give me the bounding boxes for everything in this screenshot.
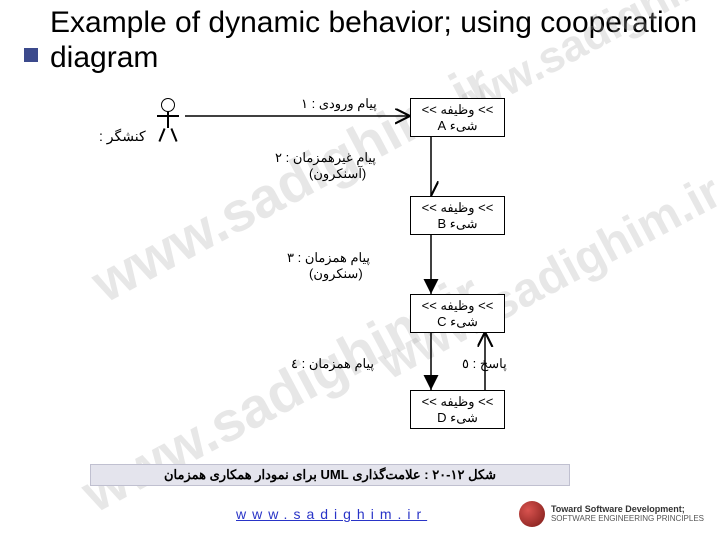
object-name: شیء B xyxy=(415,216,500,232)
slide-footer: www.sadighim.ir Toward Software Developm… xyxy=(0,502,720,526)
msg-label-3: پیام همزمان : ۳ xyxy=(287,250,370,266)
msg-label-3b: (سنکرون) xyxy=(309,266,363,282)
object-box-c: >> وظیفه >> شیء C xyxy=(410,294,505,333)
stereotype: >> وظیفه >> xyxy=(415,102,500,118)
msg-label-1: پیام ورودی : ۱ xyxy=(301,96,377,112)
msg-label-4: پیام همزمان : ٤ xyxy=(291,356,374,372)
figure-caption: شکل ۱۲-۲۰ : علامت‌گذاری UML برای نمودار … xyxy=(90,464,570,486)
footer-logo: Toward Software Development; SOFTWARE EN… xyxy=(519,501,704,527)
stereotype: >> وظیفه >> xyxy=(415,298,500,314)
stereotype: >> وظیفه >> xyxy=(415,394,500,410)
msg-label-5: پاسخ : ٥ xyxy=(462,356,507,372)
object-box-b: >> وظیفه >> شیء B xyxy=(410,196,505,235)
globe-icon xyxy=(519,501,545,527)
object-box-d: >> وظیفه >> شیء D xyxy=(410,390,505,429)
object-box-a: >> وظیفه >> شیء A xyxy=(410,98,505,137)
logo-subtitle: SOFTWARE ENGINEERING PRINCIPLES xyxy=(551,514,704,523)
footer-url[interactable]: www.sadighim.ir xyxy=(236,506,427,522)
msg-label-2b: (آسنکرون) xyxy=(309,166,366,182)
object-name: شیء A xyxy=(415,118,500,134)
slide-accent xyxy=(24,48,38,62)
object-name: شیء D xyxy=(415,410,500,426)
object-name: شیء C xyxy=(415,314,500,330)
slide-title: Example of dynamic behavior; using coope… xyxy=(50,6,700,75)
cooperation-diagram: کنشگر : >> وظیفه >> شیء A >> وظیفه >> شی… xyxy=(105,90,615,460)
stereotype: >> وظیفه >> xyxy=(415,200,500,216)
msg-label-2: پیام غیرهمزمان : ۲ xyxy=(275,150,376,166)
